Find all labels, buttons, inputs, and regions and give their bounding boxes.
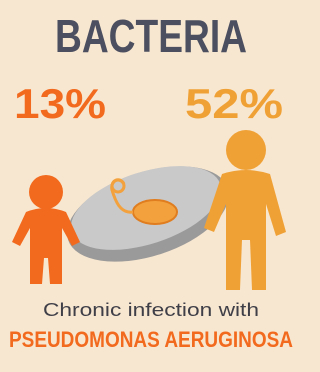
caption-line1: Chronic infection with	[43, 300, 259, 320]
page: BACTERIA 13% 52% Chronic infection with …	[0, 0, 320, 372]
stat-child: 13%	[14, 80, 106, 127]
caption-line2: PSEUDOMONAS AERUGINOSA	[9, 327, 293, 352]
stat-adult: 52%	[185, 80, 283, 127]
title: BACTERIA	[55, 10, 247, 62]
infographic: BACTERIA 13% 52% Chronic infection with …	[0, 0, 303, 372]
